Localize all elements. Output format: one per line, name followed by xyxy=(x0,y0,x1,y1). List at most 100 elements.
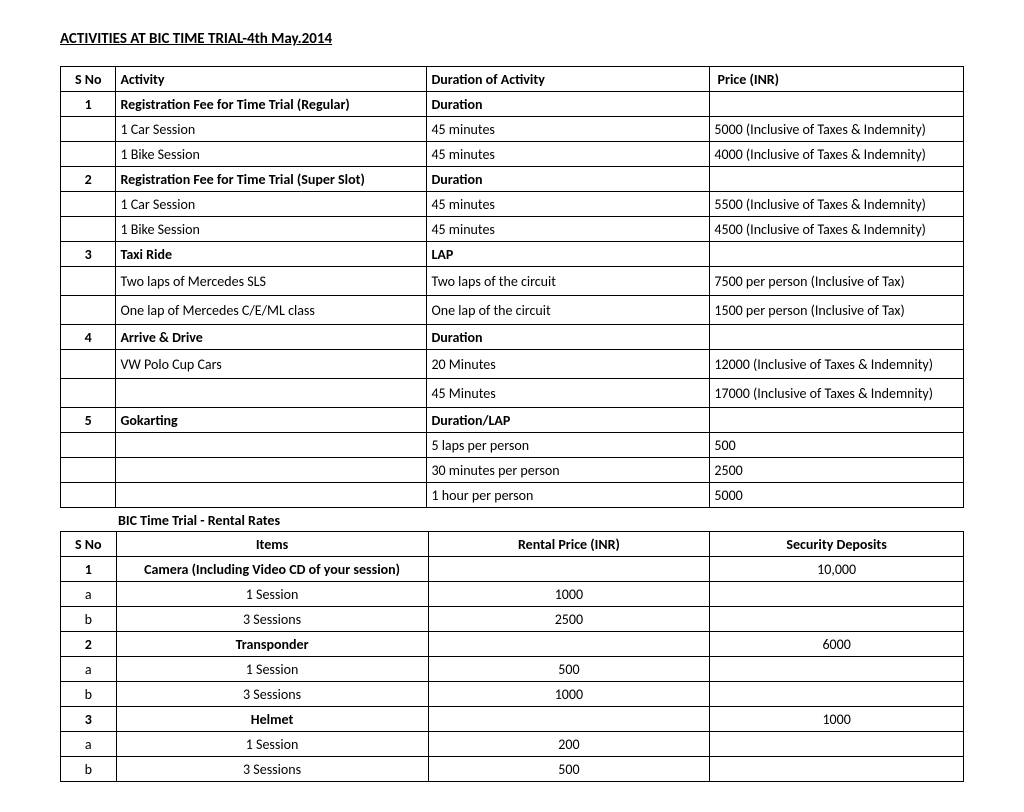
header-deposit: Security Deposits xyxy=(710,532,964,557)
table-row: 4Arrive & DriveDuration xyxy=(61,325,964,350)
cell-duration: Two laps of the circuit xyxy=(427,267,710,296)
table-row: 2Registration Fee for Time Trial (Super … xyxy=(61,167,964,192)
cell-price: 4000 (Inclusive of Taxes & Indemnity) xyxy=(710,142,964,167)
header-sno: S No xyxy=(61,67,116,92)
header-rental: Rental Price (INR) xyxy=(428,532,710,557)
cell-price: 12000 (Inclusive of Taxes & Indemnity) xyxy=(710,350,964,379)
cell-items: 3 Sessions xyxy=(116,757,428,782)
cell-activity: 1 Car Session xyxy=(116,192,427,217)
rental-subtitle: BIC Time Trial - Rental Rates xyxy=(118,512,964,529)
cell-price: 17000 (Inclusive of Taxes & Indemnity) xyxy=(710,379,964,408)
cell-price: 4500 (Inclusive of Taxes & Indemnity) xyxy=(710,217,964,242)
cell-deposit xyxy=(710,757,964,782)
cell-deposit: 6000 xyxy=(710,632,964,657)
cell-duration: Duration xyxy=(427,325,710,350)
rental-table: S NoItemsRental Price (INR)Security Depo… xyxy=(60,531,964,782)
cell-items: Camera (Including Video CD of your sessi… xyxy=(116,557,428,582)
cell-sno: 1 xyxy=(61,557,117,582)
table-row: 5GokartingDuration/LAP xyxy=(61,408,964,433)
cell-sno xyxy=(61,217,116,242)
cell-duration: 45 minutes xyxy=(427,192,710,217)
cell-rental xyxy=(428,707,710,732)
cell-activity: Registration Fee for Time Trial (Super S… xyxy=(116,167,427,192)
table-row: 5 laps per person500 xyxy=(61,433,964,458)
cell-duration: 45 minutes xyxy=(427,142,710,167)
cell-duration: 20 Minutes xyxy=(427,350,710,379)
table-row: 1 Bike Session45 minutes4500 (Inclusive … xyxy=(61,217,964,242)
cell-sno xyxy=(61,192,116,217)
table-row: a1 Session500 xyxy=(61,657,964,682)
cell-activity: Registration Fee for Time Trial (Regular… xyxy=(116,92,427,117)
cell-activity: VW Polo Cup Cars xyxy=(116,350,427,379)
header-activity: Activity xyxy=(116,67,427,92)
header-items: Items xyxy=(116,532,428,557)
cell-sno xyxy=(61,458,116,483)
table-row: 3Helmet 1000 xyxy=(61,707,964,732)
cell-rental xyxy=(428,557,710,582)
cell-items: Transponder xyxy=(116,632,428,657)
header-sno: S No xyxy=(61,532,117,557)
cell-price: 5500 (Inclusive of Taxes & Indemnity) xyxy=(710,192,964,217)
cell-price: 5000 (Inclusive of Taxes & Indemnity) xyxy=(710,117,964,142)
cell-sno: 1 xyxy=(61,92,116,117)
cell-sno: 2 xyxy=(61,632,117,657)
cell-activity: 1 Car Session xyxy=(116,117,427,142)
cell-rental: 2500 xyxy=(428,607,710,632)
cell-sno xyxy=(61,350,116,379)
cell-rental: 1000 xyxy=(428,682,710,707)
cell-sno: 4 xyxy=(61,325,116,350)
table-row: 1Camera (Including Video CD of your sess… xyxy=(61,557,964,582)
table-row: b3 Sessions1000 xyxy=(61,682,964,707)
cell-sno xyxy=(61,483,116,508)
table-row: 1 Bike Session45 minutes4000 (Inclusive … xyxy=(61,142,964,167)
table-row: 2Transponder 6000 xyxy=(61,632,964,657)
cell-activity: Two laps of Mercedes SLS xyxy=(116,267,427,296)
table-row: Two laps of Mercedes SLSTwo laps of the … xyxy=(61,267,964,296)
cell-price: 1500 per person (Inclusive of Tax) xyxy=(710,296,964,325)
table-row: One lap of Mercedes C/E/ML classOne lap … xyxy=(61,296,964,325)
cell-duration: LAP xyxy=(427,242,710,267)
cell-sno: b xyxy=(61,757,117,782)
table-row: 1 hour per person5000 xyxy=(61,483,964,508)
cell-duration: 45 minutes xyxy=(427,217,710,242)
cell-activity xyxy=(116,379,427,408)
table-row: 1Registration Fee for Time Trial (Regula… xyxy=(61,92,964,117)
cell-deposit xyxy=(710,682,964,707)
cell-items: 3 Sessions xyxy=(116,682,428,707)
activities-table: S NoActivityDuration of Activity Price (… xyxy=(60,66,964,508)
cell-deposit xyxy=(710,582,964,607)
cell-duration: 45 Minutes xyxy=(427,379,710,408)
cell-price xyxy=(710,167,964,192)
cell-sno: 3 xyxy=(61,707,117,732)
table-row: b3 Sessions500 xyxy=(61,757,964,782)
table-row: 30 minutes per person2500 xyxy=(61,458,964,483)
cell-price: 5000 xyxy=(710,483,964,508)
table-header-row: S NoActivityDuration of Activity Price (… xyxy=(61,67,964,92)
table-row: VW Polo Cup Cars20 Minutes12000 (Inclusi… xyxy=(61,350,964,379)
cell-activity xyxy=(116,483,427,508)
cell-duration: Duration xyxy=(427,92,710,117)
cell-duration: 30 minutes per person xyxy=(427,458,710,483)
table-header-row: S NoItemsRental Price (INR)Security Depo… xyxy=(61,532,964,557)
cell-sno: b xyxy=(61,607,117,632)
cell-duration: One lap of the circuit xyxy=(427,296,710,325)
cell-activity: 1 Bike Session xyxy=(116,217,427,242)
cell-sno: 3 xyxy=(61,242,116,267)
cell-deposit xyxy=(710,657,964,682)
cell-rental: 200 xyxy=(428,732,710,757)
cell-activity: Gokarting xyxy=(116,408,427,433)
cell-price: 500 xyxy=(710,433,964,458)
cell-activity xyxy=(116,458,427,483)
table-row: 3Taxi RideLAP xyxy=(61,242,964,267)
cell-sno xyxy=(61,296,116,325)
cell-sno: a xyxy=(61,657,117,682)
cell-items: Helmet xyxy=(116,707,428,732)
cell-price xyxy=(710,92,964,117)
cell-deposit xyxy=(710,732,964,757)
cell-deposit: 1000 xyxy=(710,707,964,732)
cell-sno: 5 xyxy=(61,408,116,433)
cell-items: 1 Session xyxy=(116,657,428,682)
header-duration: Duration of Activity xyxy=(427,67,710,92)
table-row: a1 Session1000 xyxy=(61,582,964,607)
cell-sno: a xyxy=(61,582,117,607)
